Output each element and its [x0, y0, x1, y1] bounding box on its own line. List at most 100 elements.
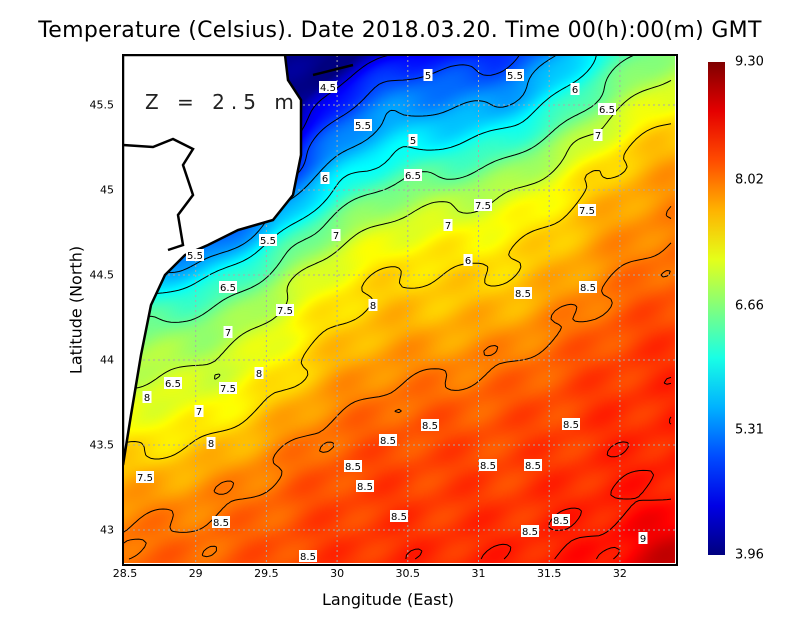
contour-label: 7 [196, 407, 202, 418]
contour-label: 8.5 [213, 518, 229, 529]
contour-label-bg [479, 459, 497, 471]
x-tick-label: 29 [188, 567, 203, 580]
map-overlay: 4.5 5 5.5 6 6.5 7 5.5 5 6.5 7 7.5 7.5 6 5.5 7 8 5.5 6.5 7.… [123, 55, 675, 563]
contour-label: 6.5 [165, 379, 181, 390]
contour-label-bg [506, 69, 524, 81]
contour-label-bg [212, 516, 230, 528]
contour-label: 8.5 [391, 512, 407, 523]
contour-label: 8 [370, 301, 376, 312]
contour-label-bg [331, 229, 341, 241]
contour-label-bg [408, 134, 418, 146]
contour-8 [123, 206, 672, 560]
contour-label: 9 [640, 534, 646, 545]
contour-label: 8.5 [357, 482, 373, 493]
contour-label-bg [344, 460, 362, 472]
contour-label: 8.5 [563, 420, 579, 431]
contour-label-bg [423, 69, 433, 81]
contour-label-bg [443, 219, 453, 231]
temperature-map: 4.5 5 5.5 6 6.5 7 5.5 5 6.5 7 7.5 7.5 6 5.5 7 8 5.5 6.5 7.… [123, 55, 675, 563]
contour-label: 5.5 [187, 251, 203, 262]
contour-label: 5.5 [507, 71, 523, 82]
contour-label-bg [320, 172, 330, 184]
contour-label: 8.5 [515, 289, 531, 300]
x-tick-label: 31 [471, 567, 486, 580]
contour-label: 7.5 [475, 201, 491, 212]
contour-label: 4.5 [320, 83, 336, 94]
contour-label: 6 [465, 256, 471, 267]
colorbar-tick-label: 9.30 [735, 54, 764, 70]
contour-label-bg [570, 83, 580, 95]
contour-label-bg [206, 437, 216, 449]
contour-label: 7 [333, 231, 339, 242]
contour-label-bg [579, 281, 597, 293]
contour-label: 6 [322, 174, 328, 185]
contour-label-bg [593, 129, 603, 141]
contour-label: 8.5 [380, 436, 396, 447]
contour-label-bg [638, 532, 648, 544]
contour-label: 7 [225, 328, 231, 339]
colorbar [708, 62, 725, 555]
y-axis-label: Latitude (North) [66, 245, 86, 375]
contour-label-bg [463, 254, 473, 266]
contour-label-bg [142, 391, 152, 403]
contour-label-bg [404, 169, 422, 181]
contour-label-bg [259, 234, 277, 246]
contour-label-bg [514, 287, 532, 299]
contour-label: 6.5 [220, 283, 236, 294]
contour-label-bg [354, 119, 372, 131]
contour-label-bg [390, 510, 408, 522]
x-tick-label: 31.5 [536, 567, 562, 580]
contour-7 [123, 79, 672, 389]
y-tick-label: 45.5 [89, 98, 115, 112]
x-tick-label: 30 [330, 567, 345, 580]
contour-label-bg [379, 434, 397, 446]
contour-label: 7.5 [579, 206, 595, 217]
contour-label: 8 [208, 439, 214, 450]
contour-label: 7 [595, 131, 601, 142]
contour-label: 8.5 [580, 283, 596, 294]
contour-label: 8.5 [300, 552, 316, 563]
contour-label-bg [421, 419, 439, 431]
contour-label-bg [319, 81, 337, 93]
y-tick-label: 44 [100, 353, 114, 367]
y-tick-label: 43.5 [89, 438, 115, 452]
contour-label-bg [276, 304, 294, 316]
contour-label-bg [194, 405, 204, 417]
contour-6 [123, 55, 597, 304]
y-tick-label: 44.5 [89, 268, 115, 282]
y-tick-label: 45 [100, 183, 114, 197]
x-tick-label: 32 [612, 567, 627, 580]
contour-label: 7.5 [137, 473, 153, 484]
coastline-inlet [123, 137, 195, 252]
coastline-spit [312, 63, 354, 77]
x-tick-label: 30.5 [395, 567, 421, 580]
colorbar-tick-label: 5.31 [735, 422, 764, 438]
contour-label: 8 [256, 369, 262, 380]
contour-label: 8.5 [553, 516, 569, 527]
contour-label-bg [368, 299, 378, 311]
figure-title: Temperature (Celsius). Date 2018.03.20. … [38, 18, 762, 43]
contour-label-bg [136, 471, 154, 483]
colorbar-tick-label: 6.66 [735, 298, 764, 314]
contour-label: 5 [410, 136, 416, 147]
contour-label: 5 [425, 71, 431, 82]
depth-label: Z = 2.5 m [145, 90, 300, 114]
y-tick-label: 43 [100, 523, 114, 537]
contour-label-bg [562, 418, 580, 430]
contour-label-bg [299, 550, 317, 562]
contour-label-bg [254, 367, 264, 379]
land-coastline [123, 55, 303, 466]
contour-label-bg [521, 525, 539, 537]
contour-label-bg [578, 204, 596, 216]
x-tick-label: 29.5 [254, 567, 279, 580]
contour-label-bg [474, 199, 492, 211]
colorbar-tick-label: 8.02 [735, 172, 764, 188]
contour-label: 8.5 [525, 461, 541, 472]
contour-label: 6.5 [599, 105, 615, 116]
contour-label: 8 [144, 393, 150, 404]
contour-label-bg [356, 480, 374, 492]
contour-label-bg [219, 382, 237, 394]
contour-label: 5.5 [260, 236, 276, 247]
contour-label: 7.5 [277, 306, 293, 317]
